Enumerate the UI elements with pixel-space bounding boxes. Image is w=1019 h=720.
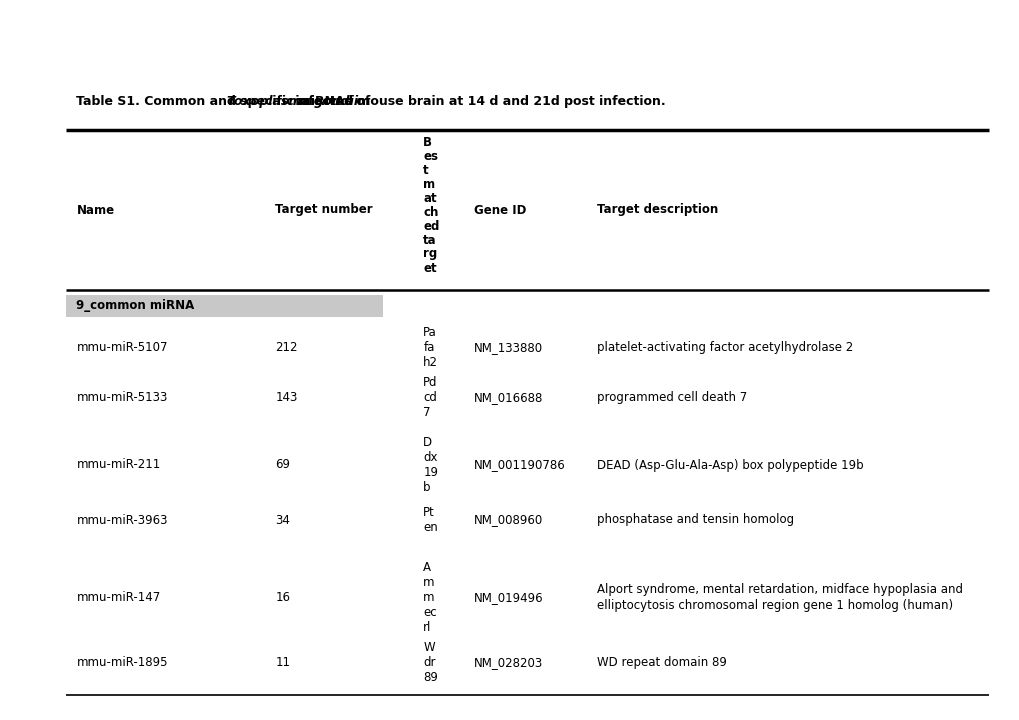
Text: m: m (423, 591, 434, 604)
Text: Alport syndrome, mental retardation, midface hypoplasia and
elliptocytosis chrom: Alport syndrome, mental retardation, mid… (596, 583, 962, 611)
Text: NM_028203: NM_028203 (474, 656, 543, 669)
Text: NM_016688: NM_016688 (474, 391, 543, 404)
Text: Target description: Target description (596, 204, 717, 217)
Text: W: W (423, 641, 434, 654)
Text: platelet-activating factor acetylhydrolase 2: platelet-activating factor acetylhydrola… (596, 341, 852, 354)
Text: ec: ec (423, 606, 436, 619)
Text: m: m (423, 178, 435, 191)
Bar (66, 295, 382, 317)
Text: Pa: Pa (423, 326, 436, 339)
Text: D: D (423, 436, 432, 449)
Text: et: et (423, 261, 436, 274)
Text: NM_133880: NM_133880 (474, 341, 543, 354)
Text: 11: 11 (275, 656, 290, 669)
Text: 143: 143 (275, 391, 298, 404)
Text: Pt: Pt (423, 506, 435, 519)
Text: 19: 19 (423, 466, 438, 479)
Text: 69: 69 (275, 459, 290, 472)
Text: Gene ID: Gene ID (474, 204, 526, 217)
Text: ta: ta (423, 233, 436, 246)
Text: NM_001190786: NM_001190786 (474, 459, 566, 472)
Text: Pd: Pd (423, 376, 437, 389)
Text: Table S1. Common and specific miRNAs of: Table S1. Common and specific miRNAs of (76, 95, 375, 108)
Text: Name: Name (76, 204, 114, 217)
Text: B: B (423, 135, 432, 148)
Text: rg: rg (423, 248, 437, 261)
Text: infected mouse brain at 14 d and 21d post infection.: infected mouse brain at 14 d and 21d pos… (290, 95, 664, 108)
Text: mmu-miR-1895: mmu-miR-1895 (76, 656, 168, 669)
Text: 212: 212 (275, 341, 298, 354)
Text: 7: 7 (423, 406, 430, 419)
Text: mmu-miR-5133: mmu-miR-5133 (76, 391, 168, 404)
Text: en: en (423, 521, 437, 534)
Text: mmu-miR-147: mmu-miR-147 (76, 591, 161, 604)
Text: mmu-miR-211: mmu-miR-211 (76, 459, 161, 472)
Text: Target number: Target number (275, 204, 373, 217)
Text: Toxoplasma gondii: Toxoplasma gondii (226, 95, 358, 108)
Text: 16: 16 (275, 591, 290, 604)
Text: at: at (423, 192, 436, 204)
Text: DEAD (Asp-Glu-Ala-Asp) box polypeptide 19b: DEAD (Asp-Glu-Ala-Asp) box polypeptide 1… (596, 459, 862, 472)
Text: cd: cd (423, 391, 437, 404)
Text: ed: ed (423, 220, 439, 233)
Text: WD repeat domain 89: WD repeat domain 89 (596, 656, 726, 669)
Text: mmu-miR-3963: mmu-miR-3963 (76, 513, 168, 526)
Text: 89: 89 (423, 671, 438, 684)
Text: t: t (423, 163, 429, 176)
Text: rl: rl (423, 621, 431, 634)
Text: b: b (423, 481, 430, 494)
Text: phosphatase and tensin homolog: phosphatase and tensin homolog (596, 513, 793, 526)
Text: A: A (423, 561, 431, 574)
Text: NM_008960: NM_008960 (474, 513, 543, 526)
Text: programmed cell death 7: programmed cell death 7 (596, 391, 746, 404)
Text: fa: fa (423, 341, 434, 354)
Text: es: es (423, 150, 438, 163)
Text: m: m (423, 576, 434, 589)
Text: dx: dx (423, 451, 437, 464)
Text: h2: h2 (423, 356, 438, 369)
Text: 34: 34 (275, 513, 290, 526)
Text: NM_019496: NM_019496 (474, 591, 543, 604)
Text: 9_common miRNA: 9_common miRNA (76, 300, 195, 312)
Text: ch: ch (423, 205, 438, 218)
Text: dr: dr (423, 656, 435, 669)
Text: mmu-miR-5107: mmu-miR-5107 (76, 341, 168, 354)
